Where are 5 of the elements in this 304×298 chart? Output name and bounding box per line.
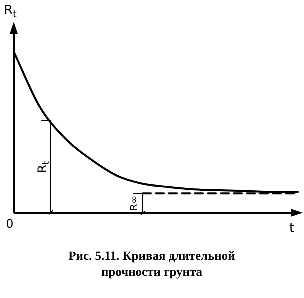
x-axis-title: t — [289, 221, 295, 236]
annotation: R∞ — [130, 196, 141, 211]
annotation: Rt — [36, 160, 53, 174]
text: 0 — [6, 217, 14, 232]
text: Рис. 5.11. Кривая длительной прочности грунта — [68, 248, 236, 280]
